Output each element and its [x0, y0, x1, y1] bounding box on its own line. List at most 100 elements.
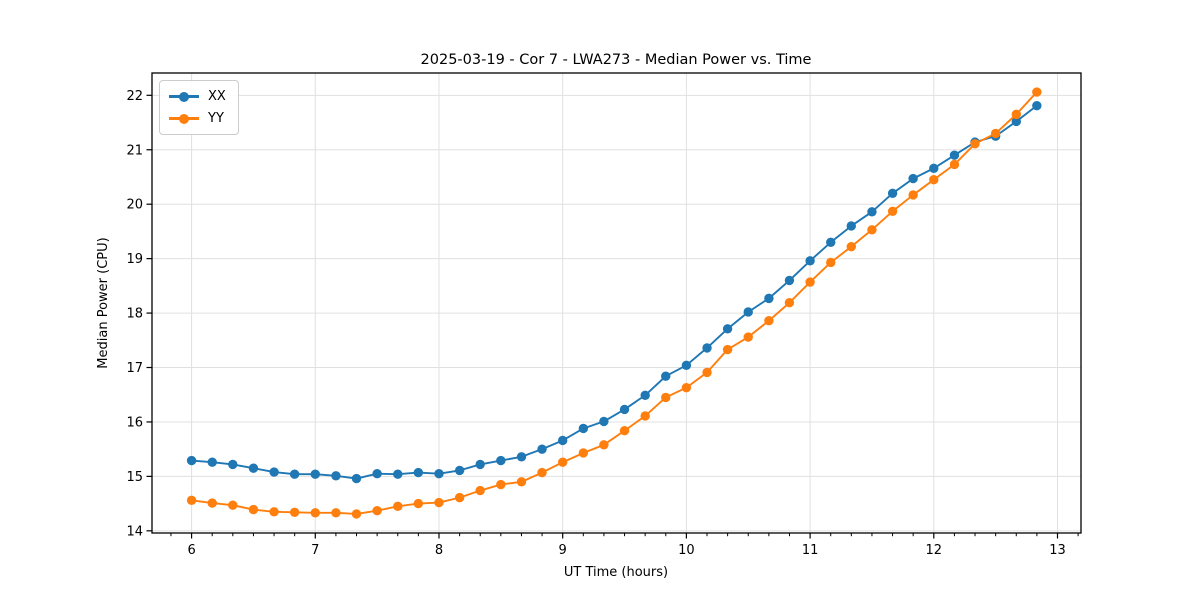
series-marker-xx: [764, 293, 774, 304]
x-tick-label: 11: [802, 543, 819, 558]
y-tick-label: 21: [126, 143, 143, 158]
y-tick-label: 17: [126, 361, 143, 376]
series-marker-xx: [207, 457, 217, 467]
y-tick-label: 14: [126, 524, 143, 539]
x-tick-label: 6: [187, 543, 195, 558]
chart-title: 2025-03-19 - Cor 7 - LWA273 - Median Pow…: [421, 52, 812, 68]
legend-label: YY: [208, 111, 224, 126]
series-marker-yy: [516, 477, 527, 487]
series-marker-yy: [640, 411, 650, 421]
series-marker-yy: [702, 367, 712, 378]
series-marker-xx: [1011, 116, 1022, 127]
series-marker-xx: [228, 459, 238, 470]
y-axis-label: Median Power (CPU): [96, 237, 111, 368]
x-tick-label: 12: [926, 543, 943, 558]
series-marker-yy: [475, 485, 485, 496]
series-marker-yy: [434, 497, 444, 508]
legend-label: XX: [208, 89, 226, 104]
x-tick-label: 10: [678, 543, 695, 558]
series-marker-xx: [578, 423, 589, 434]
series-marker-yy: [681, 382, 692, 393]
series-marker-xx: [784, 275, 795, 286]
series-marker-yy: [557, 457, 568, 467]
series-marker-xx: [186, 455, 197, 466]
series-marker-xx: [372, 468, 382, 479]
series-marker-xx: [351, 473, 362, 484]
series-marker-yy: [826, 257, 836, 268]
legend-line-marker-icon: [169, 113, 199, 124]
series-marker-xx: [908, 173, 918, 184]
series-marker-xx: [599, 416, 609, 427]
series-marker-xx: [557, 435, 568, 446]
series-marker-yy: [310, 508, 320, 518]
series-marker-xx: [454, 465, 465, 476]
series-marker-xx: [393, 469, 403, 479]
y-tick-label: 18: [126, 307, 143, 322]
y-tick-label: 16: [126, 415, 143, 430]
series-marker-yy: [949, 159, 960, 170]
series-marker-xx: [269, 467, 279, 477]
y-tick-label: 22: [126, 89, 143, 104]
x-tick-label: 8: [435, 543, 443, 558]
series-marker-yy: [1032, 87, 1042, 97]
series-marker-yy: [207, 498, 217, 508]
series-marker-yy: [289, 507, 300, 518]
series-marker-xx: [640, 390, 650, 400]
x-tick-label: 7: [311, 543, 319, 558]
series-marker-xx: [516, 452, 527, 462]
series-marker-xx: [805, 256, 815, 266]
legend-item-yy: YY: [169, 109, 226, 128]
series-marker-yy: [496, 479, 506, 490]
series-marker-yy: [929, 174, 939, 185]
plot-border: [151, 72, 1082, 534]
series-marker-yy: [846, 241, 856, 252]
series-marker-xx: [331, 471, 341, 481]
series-marker-yy: [908, 190, 918, 200]
series-marker-xx: [434, 468, 444, 479]
series-marker-yy: [269, 507, 279, 517]
series-marker-xx: [722, 324, 733, 334]
y-tick-label: 20: [126, 198, 143, 213]
series-marker-xx: [289, 469, 300, 479]
series-marker-yy: [722, 344, 733, 355]
x-tick-label: 9: [559, 543, 567, 558]
series-line-xx: [191, 104, 1038, 480]
series-marker-yy: [372, 505, 382, 516]
series-marker-xx: [887, 188, 898, 199]
legend-line-marker-icon: [169, 91, 199, 102]
series-marker-yy: [454, 492, 465, 503]
series-marker-yy: [1011, 109, 1022, 120]
series-marker-xx: [867, 207, 877, 217]
series-marker-yy: [248, 504, 259, 515]
series-marker-yy: [331, 508, 341, 518]
legend: XX YY: [159, 80, 239, 135]
series-marker-xx: [413, 467, 424, 478]
series-marker-yy: [186, 495, 197, 506]
series-marker-xx: [702, 343, 712, 353]
y-tick-label: 19: [126, 252, 143, 267]
series-marker-yy: [619, 425, 630, 436]
series-marker-yy: [537, 467, 547, 478]
series-marker-yy: [764, 315, 774, 326]
series-marker-xx: [681, 360, 692, 371]
series-marker-yy: [743, 332, 753, 342]
series-marker-xx: [826, 237, 836, 248]
series-marker-yy: [228, 500, 238, 510]
x-tick-label: 13: [1049, 543, 1066, 558]
series-marker-yy: [413, 498, 424, 509]
series-marker-yy: [393, 501, 403, 512]
series-marker-yy: [599, 440, 609, 450]
series-marker-yy: [578, 448, 589, 458]
series-marker-xx: [619, 404, 630, 415]
series-marker-yy: [661, 392, 671, 403]
series-marker-yy: [784, 298, 795, 308]
series-marker-yy: [990, 128, 1001, 139]
legend-item-xx: XX: [169, 87, 226, 106]
series-marker-yy: [805, 277, 815, 287]
series-line-yy: [191, 91, 1038, 515]
series-marker-yy: [351, 509, 362, 519]
series-marker-yy: [970, 139, 980, 149]
series-marker-xx: [475, 459, 485, 470]
